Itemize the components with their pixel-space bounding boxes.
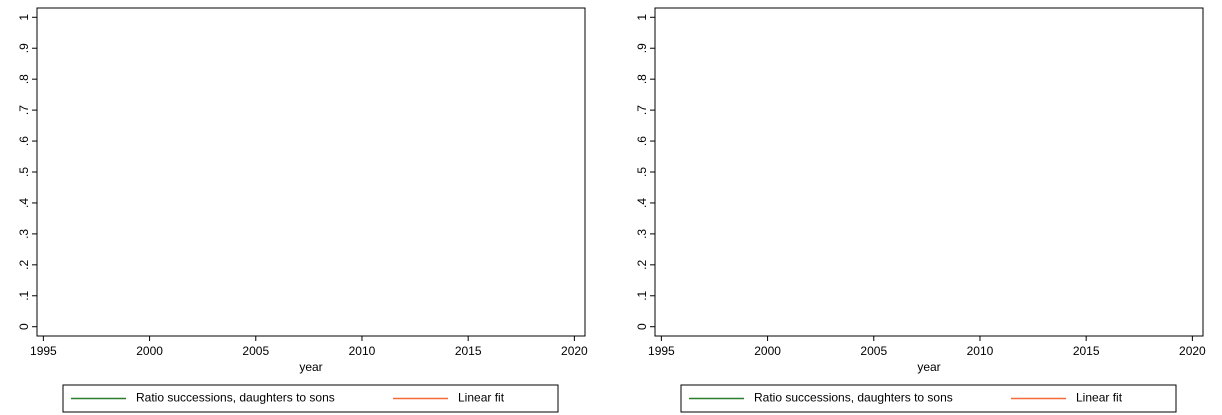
y-tick-label: .7 bbox=[17, 105, 31, 115]
y-tick-label: .3 bbox=[17, 229, 31, 239]
x-tick-label: 1995 bbox=[648, 344, 675, 358]
x-axis-label: year bbox=[299, 360, 322, 374]
y-tick-label: .9 bbox=[635, 43, 649, 53]
x-tick-label: 2010 bbox=[349, 344, 376, 358]
x-axis-label: year bbox=[917, 360, 940, 374]
plot-frame bbox=[36, 7, 586, 337]
y-tick-label: .4 bbox=[17, 198, 31, 208]
y-tick-label: .2 bbox=[17, 260, 31, 270]
y-tick-label: .6 bbox=[635, 136, 649, 146]
x-tick-label: 2005 bbox=[242, 344, 269, 358]
y-tick-label: 0 bbox=[17, 323, 31, 330]
x-tick-label: 2010 bbox=[967, 344, 994, 358]
y-tick-label: .5 bbox=[17, 167, 31, 177]
x-tick-label: 2000 bbox=[136, 344, 163, 358]
y-tick-label: .6 bbox=[17, 136, 31, 146]
y-tick-label: .5 bbox=[635, 167, 649, 177]
y-tick-label: .1 bbox=[17, 290, 31, 300]
legend-label: Linear fit bbox=[458, 391, 505, 405]
y-tick-label: .4 bbox=[635, 198, 649, 208]
legend-box bbox=[62, 384, 559, 413]
y-tick-label: 0 bbox=[635, 323, 649, 330]
x-tick-label: 2020 bbox=[561, 344, 588, 358]
x-tick-label: 2020 bbox=[1179, 344, 1206, 358]
y-tick-label: .1 bbox=[635, 290, 649, 300]
x-tick-label: 2000 bbox=[754, 344, 781, 358]
plot-frame bbox=[654, 7, 1204, 337]
y-tick-label: .8 bbox=[17, 74, 31, 84]
y-tick-label: .7 bbox=[635, 105, 649, 115]
legend-label: Linear fit bbox=[1076, 391, 1123, 405]
y-tick-label: 1 bbox=[17, 14, 31, 21]
legend-box bbox=[680, 384, 1177, 413]
x-tick-label: 1995 bbox=[30, 344, 57, 358]
x-tick-label: 2005 bbox=[860, 344, 887, 358]
y-tick-label: .3 bbox=[635, 229, 649, 239]
y-tick-label: 1 bbox=[635, 14, 649, 21]
y-tick-label: .9 bbox=[17, 43, 31, 53]
y-tick-label: .8 bbox=[635, 74, 649, 84]
legend-label: Ratio successions, daughters to sons bbox=[754, 391, 953, 405]
x-tick-label: 2015 bbox=[455, 344, 482, 358]
x-tick-label: 2015 bbox=[1073, 344, 1100, 358]
y-tick-label: .2 bbox=[635, 260, 649, 270]
legend-label: Ratio successions, daughters to sons bbox=[136, 391, 335, 405]
